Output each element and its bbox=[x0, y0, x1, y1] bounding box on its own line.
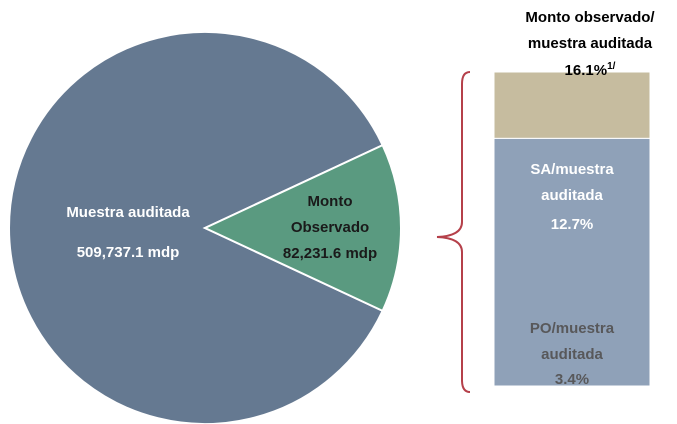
pie-slice bbox=[202, 143, 402, 313]
segment-value-label: 3.4% bbox=[554, 371, 590, 388]
slice-label: Muestra auditada bbox=[66, 204, 190, 221]
bar-segment bbox=[493, 71, 651, 139]
total-value-label: 16.1%1/ bbox=[564, 61, 616, 79]
pie-slice bbox=[8, 31, 384, 424]
segment-label: SA/muestra auditada bbox=[530, 161, 614, 204]
footnote-mark: 1/ bbox=[607, 61, 616, 72]
slice-label: Monto Observado bbox=[290, 193, 370, 236]
segment-value-label: 12.7% bbox=[550, 216, 594, 233]
bracket bbox=[436, 71, 471, 393]
segment-label: PO/muestra auditada bbox=[529, 320, 615, 363]
slice-value-label: 509,737.1 mdp bbox=[76, 244, 180, 261]
bar-segment bbox=[493, 137, 651, 387]
slice-value-label: 82,231.6 mdp bbox=[282, 245, 378, 262]
total-label: Monto observado/ muestra auditada bbox=[525, 9, 655, 52]
